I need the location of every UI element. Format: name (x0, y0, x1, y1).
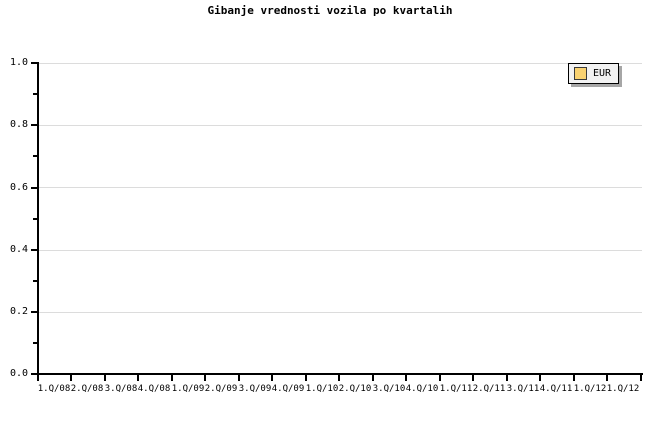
gridline-0_8 (38, 125, 642, 126)
x-tick-9 (338, 375, 340, 381)
y-axis-label-0_2: 0.2 (9, 306, 28, 317)
x-tick-0 (37, 375, 39, 381)
y-axis-label-0_8: 0.8 (9, 119, 28, 130)
x-tick-3 (137, 375, 139, 381)
y-tick-0_8 (31, 124, 38, 126)
x-tick-14 (506, 375, 508, 381)
series-eur-plot (38, 63, 642, 374)
x-axis-label-0: 1.Q/08 (37, 384, 71, 394)
x-axis-label-9: 2.Q/10 (338, 384, 372, 394)
x-tick-1 (70, 375, 72, 381)
x-axis-line (37, 373, 643, 375)
x-tick-6 (238, 375, 240, 381)
x-axis-label-4: 1.Q/09 (171, 384, 205, 394)
x-axis-label-10: 3.Q/10 (372, 384, 406, 394)
chart-legend[interactable]: EUR (568, 63, 620, 84)
gridline-1_0 (38, 63, 642, 64)
x-tick-2 (104, 375, 106, 381)
gridline-0_4 (38, 250, 642, 251)
y-tick-minor-0_1 (33, 342, 38, 344)
y-axis-label-0_4: 0.4 (9, 244, 28, 255)
x-axis-label-6: 3.Q/09 (238, 384, 272, 394)
legend-label-eur: EUR (593, 68, 612, 79)
y-tick-minor-0_9 (33, 93, 38, 95)
y-axis-line (37, 62, 39, 375)
gridline-0_6 (38, 187, 642, 188)
gridline-0_2 (38, 312, 642, 313)
y-tick-minor-0_5 (33, 218, 38, 220)
y-tick-minor-0_7 (33, 155, 38, 157)
y-tick-0_0 (31, 373, 38, 375)
x-axis-label-14: 3.Q/11 (506, 384, 540, 394)
x-axis-label-3: 4.Q/08 (137, 384, 171, 394)
x-axis-label-16: 1.Q/12 (573, 384, 607, 394)
x-axis-label-5: 2.Q/09 (204, 384, 238, 394)
y-tick-minor-0_3 (33, 280, 38, 282)
x-tick-17 (606, 375, 608, 381)
x-tick-15 (539, 375, 541, 381)
x-tick-11 (405, 375, 407, 381)
x-axis-label-15: 4.Q/11 (539, 384, 573, 394)
y-axis-label-0_6: 0.6 (9, 182, 28, 193)
x-axis-label-1: 2.Q/08 (70, 384, 104, 394)
y-tick-0_4 (31, 249, 38, 251)
x-axis-label-17: 1.Q/12 (606, 384, 640, 394)
x-tick-16 (573, 375, 575, 381)
x-tick-7 (271, 375, 273, 381)
x-tick-5 (204, 375, 206, 381)
x-tick-8 (305, 375, 307, 381)
x-axis-label-8: 1.Q/10 (305, 384, 339, 394)
legend-swatch-eur (574, 67, 587, 80)
x-tick-10 (372, 375, 374, 381)
x-tick-13 (472, 375, 474, 381)
x-axis-label-12: 1.Q/11 (439, 384, 473, 394)
x-axis-label-11: 4.Q/10 (405, 384, 439, 394)
y-tick-0_6 (31, 187, 38, 189)
plot-area (38, 63, 642, 375)
chart-title: Gibanje vrednosti vozila po kvartalih (207, 4, 453, 17)
x-axis-label-7: 4.Q/09 (271, 384, 305, 394)
y-axis-label-1_0: 1.0 (9, 57, 28, 68)
x-axis-label-2: 3.Q/08 (104, 384, 138, 394)
x-tick-12 (439, 375, 441, 381)
y-axis-label-0_0: 0.0 (9, 368, 28, 379)
x-tick-18 (640, 375, 642, 381)
y-tick-0_2 (31, 311, 38, 313)
x-axis-label-13: 2.Q/11 (472, 384, 506, 394)
y-tick-1_0 (31, 62, 38, 64)
x-tick-4 (171, 375, 173, 381)
